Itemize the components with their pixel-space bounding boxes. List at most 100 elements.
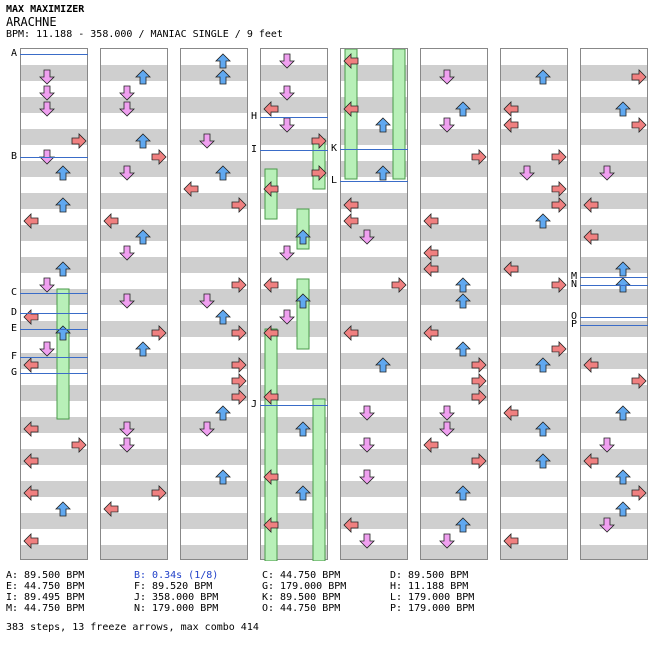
bpm-marker-line bbox=[580, 277, 648, 278]
up-arrow-icon bbox=[295, 229, 311, 245]
chart-column bbox=[20, 48, 88, 560]
left-arrow-icon bbox=[103, 213, 119, 229]
left-arrow-icon bbox=[503, 533, 519, 549]
bpm-marker-label: G bbox=[11, 367, 18, 378]
left-arrow-icon bbox=[423, 245, 439, 261]
left-arrow-icon bbox=[423, 261, 439, 277]
left-arrow-icon bbox=[23, 213, 39, 229]
right-arrow-icon bbox=[231, 357, 247, 373]
down-arrow-icon bbox=[439, 421, 455, 437]
left-arrow-icon bbox=[23, 453, 39, 469]
bpm-marker-label: L bbox=[331, 175, 338, 186]
up-arrow-icon bbox=[455, 277, 471, 293]
up-arrow-icon bbox=[135, 69, 151, 85]
down-arrow-icon bbox=[359, 405, 375, 421]
arrow-lane-svg bbox=[583, 69, 647, 533]
bpm-marker-line bbox=[20, 329, 88, 330]
bpm-change-entry: F: 89.520 BPM bbox=[134, 581, 213, 592]
arrow-lane-svg bbox=[23, 69, 87, 549]
down-arrow-icon bbox=[439, 117, 455, 133]
up-arrow-icon bbox=[615, 469, 631, 485]
chart-header: MAX MAXIMIZER ARACHNE BPM: 11.188 - 358.… bbox=[6, 4, 283, 40]
bpm-marker-line bbox=[20, 157, 88, 158]
up-arrow-icon bbox=[375, 117, 391, 133]
left-arrow-icon bbox=[583, 229, 599, 245]
up-arrow-icon bbox=[455, 341, 471, 357]
chart-column bbox=[500, 48, 568, 560]
right-arrow-icon bbox=[311, 133, 327, 149]
bpm-change-entry: K: 89.500 BPM bbox=[262, 592, 341, 603]
right-arrow-icon bbox=[631, 117, 647, 133]
bpm-marker-label: N bbox=[571, 279, 578, 290]
arrow-lane-svg bbox=[503, 69, 567, 549]
up-arrow-icon bbox=[535, 453, 551, 469]
bpm-change-entry: J: 358.000 BPM bbox=[134, 592, 219, 603]
left-arrow-icon bbox=[23, 421, 39, 437]
right-arrow-icon bbox=[71, 437, 87, 453]
right-arrow-icon bbox=[151, 149, 167, 165]
down-arrow-icon bbox=[199, 133, 215, 149]
up-arrow-icon bbox=[55, 501, 71, 517]
left-arrow-icon bbox=[263, 277, 279, 293]
down-arrow-icon bbox=[199, 293, 215, 309]
bpm-marker-label: C bbox=[11, 287, 18, 298]
freeze-arrow-body bbox=[56, 288, 70, 420]
up-arrow-icon bbox=[295, 293, 311, 309]
right-arrow-icon bbox=[631, 373, 647, 389]
bpm-marker-label: D bbox=[11, 307, 18, 318]
arrow-lane-svg bbox=[423, 69, 487, 549]
up-arrow-icon bbox=[55, 165, 71, 181]
down-arrow-icon bbox=[599, 165, 615, 181]
down-arrow-icon bbox=[39, 101, 55, 117]
bpm-change-entry: E: 44.750 BPM bbox=[6, 581, 85, 592]
bpm-marker-line bbox=[20, 357, 88, 358]
left-arrow-icon bbox=[103, 501, 119, 517]
left-arrow-icon bbox=[343, 325, 359, 341]
bpm-marker-label: P bbox=[571, 319, 578, 330]
up-arrow-icon bbox=[135, 133, 151, 149]
down-arrow-icon bbox=[119, 437, 135, 453]
left-arrow-icon bbox=[343, 101, 359, 117]
right-arrow-icon bbox=[231, 373, 247, 389]
left-arrow-icon bbox=[423, 437, 439, 453]
right-arrow-icon bbox=[231, 389, 247, 405]
step-summary: 383 steps, 13 freeze arrows, max combo 4… bbox=[6, 622, 259, 633]
left-arrow-icon bbox=[263, 517, 279, 533]
bpm-marker-label: A bbox=[11, 48, 18, 59]
bpm-change-entry: P: 179.000 BPM bbox=[390, 603, 475, 614]
bpm-marker-label: K bbox=[331, 143, 338, 154]
down-arrow-icon bbox=[119, 85, 135, 101]
right-arrow-icon bbox=[71, 133, 87, 149]
up-arrow-icon bbox=[215, 165, 231, 181]
up-arrow-icon bbox=[535, 213, 551, 229]
freeze-arrow-body bbox=[296, 278, 310, 350]
right-arrow-icon bbox=[551, 181, 567, 197]
down-arrow-icon bbox=[119, 245, 135, 261]
left-arrow-icon bbox=[503, 261, 519, 277]
left-arrow-icon bbox=[263, 181, 279, 197]
bpm-marker-line bbox=[20, 373, 88, 374]
right-arrow-icon bbox=[471, 389, 487, 405]
up-arrow-icon bbox=[215, 405, 231, 421]
up-arrow-icon bbox=[615, 261, 631, 277]
bpm-marker-line bbox=[580, 285, 648, 286]
bpm-marker-label: E bbox=[11, 323, 18, 334]
arrow-lane-svg bbox=[343, 49, 407, 549]
up-arrow-icon bbox=[55, 261, 71, 277]
chart-info: BPM: 11.188 - 358.000 / MANIAC SINGLE / … bbox=[6, 29, 283, 40]
chart-column bbox=[420, 48, 488, 560]
up-arrow-icon bbox=[295, 485, 311, 501]
down-arrow-icon bbox=[359, 533, 375, 549]
left-arrow-icon bbox=[23, 357, 39, 373]
right-arrow-icon bbox=[631, 69, 647, 85]
up-arrow-icon bbox=[135, 341, 151, 357]
right-arrow-icon bbox=[231, 325, 247, 341]
right-arrow-icon bbox=[551, 149, 567, 165]
down-arrow-icon bbox=[39, 85, 55, 101]
right-arrow-icon bbox=[551, 277, 567, 293]
down-arrow-icon bbox=[439, 405, 455, 421]
bpm-change-entry: B: 0.34s (1/8) bbox=[134, 570, 219, 581]
left-arrow-icon bbox=[583, 357, 599, 373]
down-arrow-icon bbox=[279, 117, 295, 133]
down-arrow-icon bbox=[119, 293, 135, 309]
